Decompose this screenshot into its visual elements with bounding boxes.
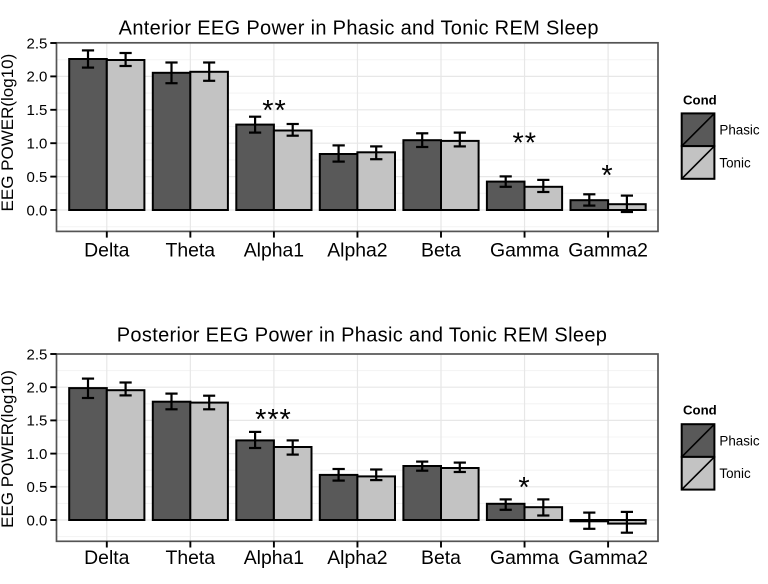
svg-text:Cond: Cond <box>683 92 717 107</box>
svg-text:Theta: Theta <box>166 239 216 261</box>
svg-text:2.0: 2.0 <box>27 69 48 86</box>
svg-text:Beta: Beta <box>421 547 461 569</box>
svg-text:Gamma2: Gamma2 <box>568 239 648 261</box>
svg-text:2.5: 2.5 <box>27 35 48 52</box>
svg-text:Alpha2: Alpha2 <box>327 547 387 569</box>
svg-text:1.0: 1.0 <box>27 446 48 463</box>
svg-text:*: * <box>274 95 285 127</box>
svg-text:Alpha1: Alpha1 <box>244 239 304 261</box>
svg-text:*: * <box>513 128 524 160</box>
svg-text:Gamma2: Gamma2 <box>568 547 648 569</box>
svg-text:0.5: 0.5 <box>27 169 48 186</box>
svg-text:Delta: Delta <box>84 547 129 569</box>
svg-text:*: * <box>262 95 273 127</box>
svg-text:*: * <box>601 160 612 192</box>
svg-text:Tonic: Tonic <box>719 466 751 481</box>
svg-text:Beta: Beta <box>421 239 461 261</box>
svg-text:EEG POWER(log10): EEG POWER(log10) <box>0 370 17 528</box>
svg-text:0.0: 0.0 <box>27 202 48 219</box>
svg-text:Phasic: Phasic <box>719 433 759 448</box>
svg-text:Anterior EEG Power in Phasic a: Anterior EEG Power in Phasic and Tonic R… <box>119 18 599 40</box>
svg-text:Tonic: Tonic <box>719 155 751 170</box>
svg-text:Theta: Theta <box>166 547 216 569</box>
svg-text:2.5: 2.5 <box>27 346 48 363</box>
svg-text:Posterior EEG Power in Phasic: Posterior EEG Power in Phasic and Tonic … <box>117 325 607 347</box>
svg-text:Gamma: Gamma <box>490 239 559 261</box>
svg-text:1.5: 1.5 <box>27 413 48 430</box>
svg-text:0.0: 0.0 <box>27 512 48 529</box>
svg-text:EEG POWER(log10): EEG POWER(log10) <box>0 54 17 212</box>
svg-text:*: * <box>518 472 529 504</box>
svg-text:*: * <box>280 404 291 436</box>
svg-text:Phasic: Phasic <box>719 123 759 138</box>
svg-text:1.0: 1.0 <box>27 135 48 152</box>
svg-text:2.0: 2.0 <box>27 379 48 396</box>
svg-text:1.5: 1.5 <box>27 102 48 119</box>
svg-text:*: * <box>255 404 266 436</box>
svg-text:*: * <box>267 404 278 436</box>
svg-text:Alpha1: Alpha1 <box>244 547 304 569</box>
svg-text:Alpha2: Alpha2 <box>327 239 387 261</box>
svg-text:0.5: 0.5 <box>27 479 48 496</box>
svg-text:Cond: Cond <box>683 403 717 418</box>
svg-text:*: * <box>525 128 536 160</box>
svg-text:Delta: Delta <box>84 239 129 261</box>
svg-text:Gamma: Gamma <box>490 547 559 569</box>
